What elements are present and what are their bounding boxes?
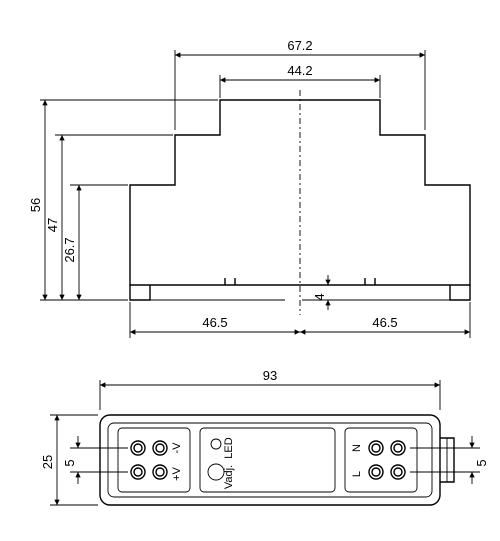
label-neg-v: -V bbox=[171, 442, 183, 454]
label-l: L bbox=[351, 471, 363, 477]
dim-46-5-l: 46.5 bbox=[202, 315, 227, 330]
dim-25: 25 bbox=[40, 455, 55, 469]
dim-5-l: 5 bbox=[62, 459, 77, 466]
dim-4: 4 bbox=[312, 293, 327, 300]
label-led: LED bbox=[223, 437, 235, 458]
dim-93: 93 bbox=[263, 368, 277, 383]
dim-47: 47 bbox=[45, 218, 60, 232]
side-view: 67.2 44.2 56 47 26.7 46.5 46.5 4 bbox=[28, 38, 470, 338]
label-n: N bbox=[351, 444, 363, 452]
mechanical-drawing: 67.2 44.2 56 47 26.7 46.5 46.5 4 93 -V +… bbox=[0, 0, 500, 541]
dim-67-2: 67.2 bbox=[287, 38, 312, 53]
dim-56: 56 bbox=[28, 198, 43, 212]
dim-46-5-r: 46.5 bbox=[372, 315, 397, 330]
dim-26-7: 26.7 bbox=[62, 237, 77, 262]
dim-44-2: 44.2 bbox=[287, 63, 312, 78]
dim-5-r: 5 bbox=[474, 459, 489, 466]
label-pos-v: +V bbox=[171, 466, 183, 480]
label-vadj: Vadj. bbox=[223, 465, 235, 489]
front-view: 93 -V +V LED Vadj. N L 25 5 5 bbox=[40, 368, 489, 505]
